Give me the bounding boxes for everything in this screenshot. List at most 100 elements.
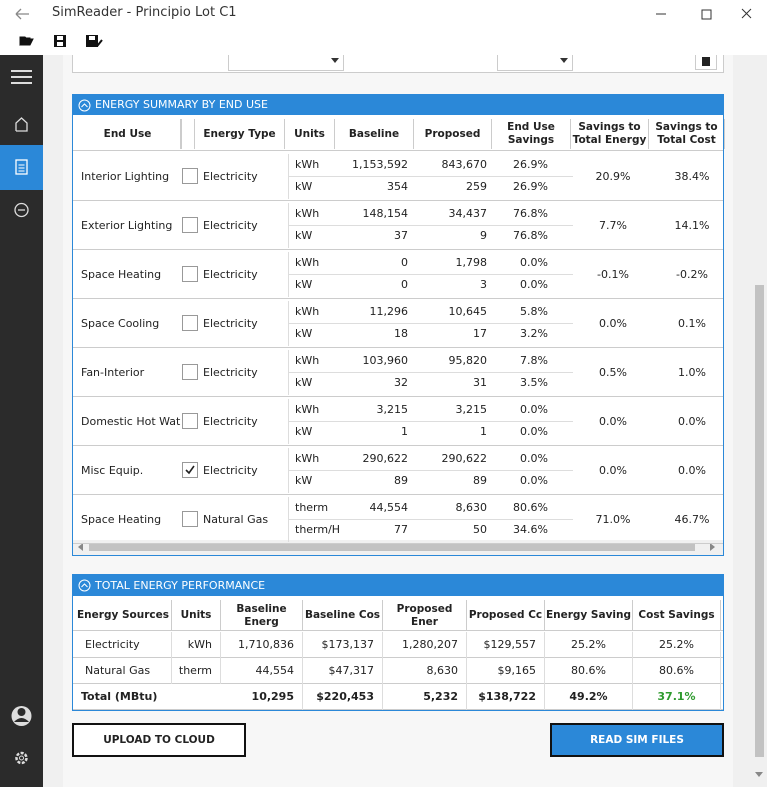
units: kWh xyxy=(295,403,320,416)
read-button[interactable]: READ SIM FILES xyxy=(550,723,724,757)
checkbox[interactable] xyxy=(182,462,198,478)
savings-total-cost: 0.0% xyxy=(678,415,706,428)
units-divider xyxy=(288,301,289,346)
units: kW xyxy=(295,327,313,340)
units: therm/Hr xyxy=(295,523,339,536)
table-row xyxy=(73,299,723,348)
proposed: 9 xyxy=(480,229,487,242)
proposed: 89 xyxy=(473,474,487,487)
cell: Electricity xyxy=(75,632,172,658)
units: kW xyxy=(295,425,313,438)
proposed: 259 xyxy=(466,180,487,193)
window-controls[interactable] xyxy=(650,6,760,22)
checkbox[interactable] xyxy=(182,413,198,429)
cell: kWh xyxy=(172,632,221,658)
proposed: 34,437 xyxy=(448,207,488,220)
file-button[interactable] xyxy=(695,55,717,70)
end-use-savings: 26.9% xyxy=(513,180,548,193)
units-divider xyxy=(288,252,289,297)
baseline: 44,554 xyxy=(369,501,409,514)
energy-type: Electricity xyxy=(203,464,258,477)
section-header[interactable]: ENERGY SUMMARY BY END USE xyxy=(73,95,723,115)
checkbox[interactable] xyxy=(182,217,198,233)
end-use-savings: 0.0% xyxy=(520,278,548,291)
cell: 25.2% xyxy=(545,632,633,658)
units: kW xyxy=(295,229,313,242)
dropdown[interactable] xyxy=(228,55,344,71)
end-use-savings: 0.0% xyxy=(520,425,548,438)
v-scrollbar[interactable] xyxy=(752,55,767,787)
sidebar-icons[interactable] xyxy=(0,55,43,787)
column-header: Energy Type xyxy=(195,119,285,149)
end-use: Space Cooling xyxy=(81,317,160,330)
savings-total-cost: 0.0% xyxy=(678,464,706,477)
total-panel: TOTAL ENERGY PERFORMANCE Energy Sources U… xyxy=(72,574,724,711)
units: therm xyxy=(295,501,329,514)
end-use: Fan-Interior xyxy=(81,366,145,379)
baseline: 354 xyxy=(387,180,408,193)
cell: 44,554 xyxy=(221,658,303,684)
h-scroll-thumb[interactable] xyxy=(89,543,695,551)
units-divider xyxy=(288,497,289,542)
end-use: Space Heating xyxy=(81,513,162,526)
checkbox[interactable] xyxy=(182,168,198,184)
column-header: Energy Saving xyxy=(545,600,633,631)
table-row xyxy=(73,632,723,658)
upload-button[interactable]: UPLOAD TO CLOUD xyxy=(72,723,246,757)
baseline: 290,622 xyxy=(362,452,409,465)
table-row xyxy=(73,201,723,250)
end-use-savings: 0.0% xyxy=(520,474,548,487)
energy-type: Electricity xyxy=(203,170,258,183)
column-header: End Use xyxy=(75,119,181,149)
units: kWh xyxy=(295,256,320,269)
proposed: 17 xyxy=(473,327,487,340)
column-header: Proposed Ener xyxy=(383,600,467,631)
baseline: 1,153,592 xyxy=(352,158,408,171)
column-header: Proposed xyxy=(414,119,492,149)
collapse-icon[interactable] xyxy=(78,579,91,592)
cell: $173,137 xyxy=(303,632,383,658)
back-button[interactable] xyxy=(12,6,32,22)
savings-total-cost: 38.4% xyxy=(674,170,710,183)
savings-total-energy: -0.1% xyxy=(597,268,629,281)
table-header-row xyxy=(73,600,723,631)
v-scroll-thumb[interactable] xyxy=(755,285,764,757)
cell: 25.2% xyxy=(633,632,721,658)
end-use-savings: 5.8% xyxy=(520,305,548,318)
sub-row-line xyxy=(288,421,573,422)
toolbar-icons[interactable] xyxy=(18,33,108,49)
units-divider xyxy=(288,350,289,395)
sub-row-line xyxy=(288,176,573,177)
end-use-savings: 0.0% xyxy=(520,452,548,465)
dropdown[interactable] xyxy=(497,55,573,71)
savings-total-energy: 0.0% xyxy=(599,317,627,330)
savings-total-cost: 46.7% xyxy=(674,513,710,526)
column-header: Savings to Total Cost xyxy=(649,119,725,149)
table-row xyxy=(73,397,723,446)
column-header: Baseline xyxy=(335,119,414,149)
column-header: Units xyxy=(285,119,335,149)
checkbox[interactable] xyxy=(182,315,198,331)
checkbox[interactable] xyxy=(182,364,198,380)
savings-total-cost: 14.1% xyxy=(674,219,710,232)
units: kW xyxy=(295,278,313,291)
baseline: 0 xyxy=(401,278,408,291)
checkbox[interactable] xyxy=(182,266,198,282)
table-row xyxy=(73,658,723,684)
collapse-icon[interactable] xyxy=(78,99,91,112)
savings-total-cost: -0.2% xyxy=(676,268,708,281)
sub-row-line xyxy=(288,470,573,471)
proposed: 3 xyxy=(480,278,487,291)
proposed: 50 xyxy=(473,523,487,536)
savings-total-energy: 20.9% xyxy=(595,170,631,183)
checkbox[interactable] xyxy=(182,511,198,527)
units: kWh xyxy=(295,305,320,318)
window-title: SimReader - Principio Lot C1 xyxy=(52,5,237,20)
energy-type: Electricity xyxy=(203,268,258,281)
section-header[interactable]: TOTAL ENERGY PERFORMANCE xyxy=(73,575,723,596)
cell: 80.6% xyxy=(545,658,633,684)
units-divider xyxy=(288,448,289,493)
units: kW xyxy=(295,474,313,487)
toolbar xyxy=(0,27,767,55)
